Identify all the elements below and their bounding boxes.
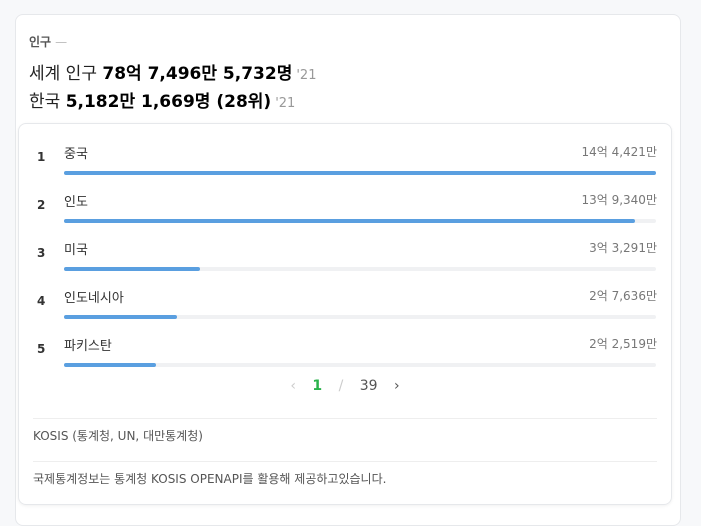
bar-track bbox=[64, 315, 656, 319]
rank-number: 2 bbox=[37, 198, 46, 212]
rank-number: 3 bbox=[37, 246, 46, 260]
country-name: 파키스탄 bbox=[64, 339, 112, 354]
population-card: 인구 — 세계 인구 78억 7,496만 5,732명 '21 한국 5,182만… bbox=[15, 14, 681, 526]
page-separator: / bbox=[338, 378, 344, 394]
population-value: 2억 2,519만 bbox=[589, 337, 657, 351]
population-value: 14억 4,421만 bbox=[581, 145, 657, 159]
section-label: 인구 — bbox=[29, 33, 67, 50]
dash: — bbox=[55, 35, 68, 49]
bar-track bbox=[64, 363, 656, 367]
country-name: 중국 bbox=[64, 147, 88, 162]
total-pages: 39 bbox=[359, 378, 378, 394]
note-text: 국제통계정보는 통계청 KOSIS OPENAPI를 활용해 제공하고있습니다. bbox=[33, 472, 387, 486]
ranking-row[interactable]: 3 미국 3억 3,291만 bbox=[19, 230, 671, 278]
bar-fill bbox=[64, 315, 178, 319]
bar-fill bbox=[64, 219, 636, 223]
bar-track bbox=[64, 219, 656, 223]
rank-number: 1 bbox=[37, 150, 46, 164]
population-value: 2억 7,636만 bbox=[589, 289, 657, 303]
population-value: 13억 9,340만 bbox=[581, 193, 657, 207]
divider bbox=[33, 461, 657, 462]
source-text: KOSIS (통계청, UN, 대만통계청) bbox=[33, 429, 203, 443]
rank-number: 5 bbox=[37, 342, 46, 356]
ranking-row[interactable]: 2 인도 13억 9,340만 bbox=[19, 182, 671, 230]
bar-fill bbox=[64, 171, 656, 175]
ranking-row[interactable]: 4 인도네시아 2억 7,636만 bbox=[19, 278, 671, 326]
korea-value: 5,182만 1,669명 (28위) bbox=[65, 92, 272, 112]
world-year: '21 bbox=[296, 68, 317, 83]
bar-track bbox=[64, 267, 656, 271]
label-text: 인구 bbox=[29, 35, 52, 49]
divider bbox=[33, 418, 657, 419]
current-page: 1 bbox=[312, 378, 323, 394]
bar-fill bbox=[64, 363, 157, 367]
pagination: ‹ 1 / 39 › bbox=[19, 378, 671, 394]
korea-year: '21 bbox=[275, 96, 296, 111]
country-name: 인도 bbox=[64, 195, 88, 210]
korea-prefix: 한국 bbox=[29, 92, 61, 112]
world-population: 세계 인구 78억 7,496만 5,732명 '21 bbox=[29, 59, 316, 84]
ranking-row[interactable]: 5 파키스탄 2억 2,519만 bbox=[19, 326, 671, 374]
population-value: 3억 3,291만 bbox=[589, 241, 657, 255]
korea-population: 한국 5,182만 1,669명 (28위) '21 bbox=[29, 87, 295, 112]
rank-number: 4 bbox=[37, 294, 46, 308]
world-prefix: 세계 인구 bbox=[29, 64, 97, 84]
ranking-box: 1 중국 14억 4,421만 2 인도 13억 9,340만 3 미국 3억 3,291만 4 인… bbox=[18, 123, 672, 505]
chevron-left-icon[interactable]: ‹ bbox=[290, 378, 296, 394]
chevron-right-icon[interactable]: › bbox=[394, 378, 400, 394]
country-name: 미국 bbox=[64, 243, 88, 258]
world-value: 78억 7,496만 5,732명 bbox=[102, 64, 293, 84]
bar-fill bbox=[64, 267, 201, 271]
ranking-row[interactable]: 1 중국 14억 4,421만 bbox=[19, 134, 671, 182]
country-name: 인도네시아 bbox=[64, 291, 124, 306]
bar-track bbox=[64, 171, 656, 175]
